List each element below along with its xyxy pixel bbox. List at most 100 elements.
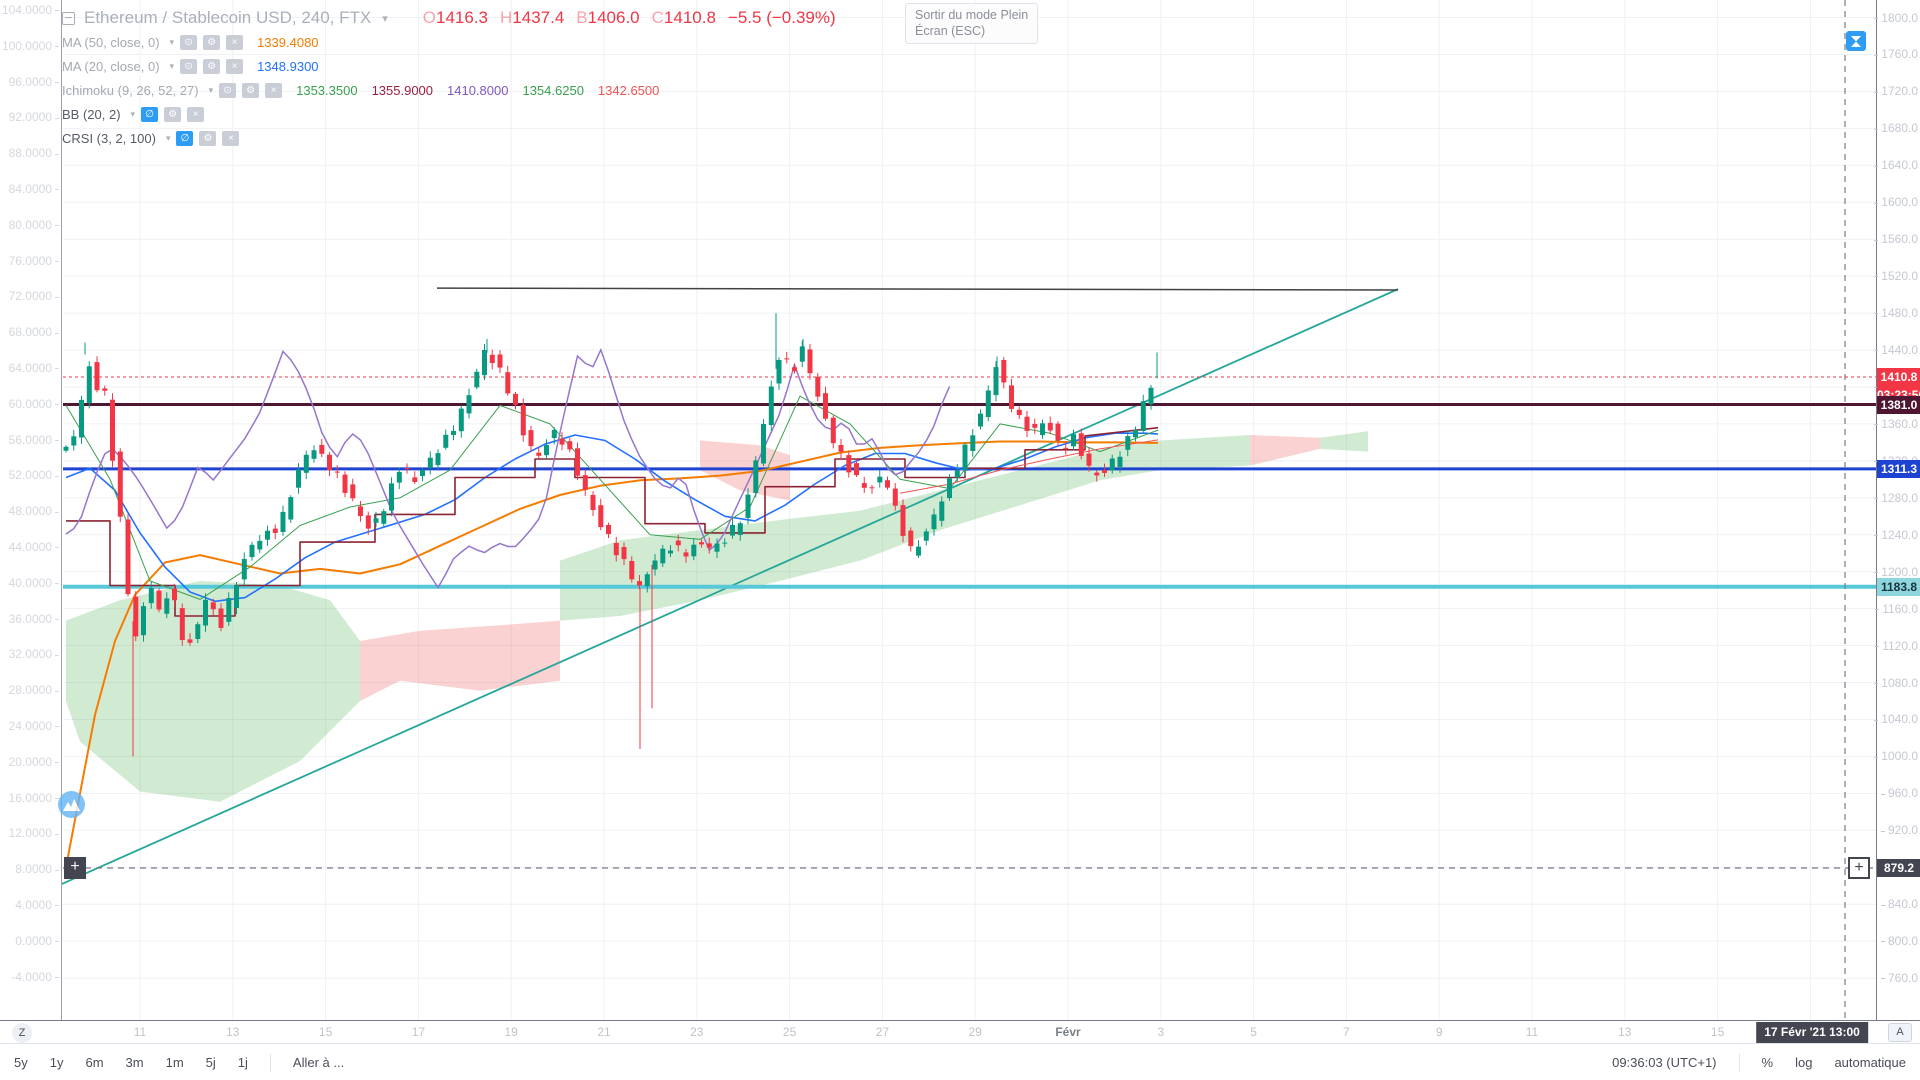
timezone-button[interactable]: Z: [12, 1023, 32, 1043]
log-scale-button[interactable]: log: [1795, 1055, 1813, 1070]
legend-collapse-icon[interactable]: [62, 11, 75, 25]
crosshair-add-alert-right-button[interactable]: +: [1848, 856, 1870, 879]
close-icon[interactable]: ×: [222, 130, 240, 146]
indicator-row[interactable]: MA (20, close, 0) ▾ ⊙ ⚙ × 1348.9300: [62, 54, 836, 78]
eye-icon[interactable]: ⊙: [180, 34, 198, 50]
candlestick-series: [63, 313, 1158, 757]
time-axis-label: 15: [318, 1025, 333, 1039]
ma50-line: [65, 440, 1159, 868]
percent-tick-label: 16.0000: [9, 791, 59, 805]
close-value: 1410.8: [663, 8, 716, 27]
chart-area[interactable]: [0, 0, 1876, 1020]
senkou-line: [899, 439, 1159, 494]
close-icon[interactable]: ×: [265, 82, 283, 98]
indicator-value: 1354.6250: [522, 82, 584, 98]
time-axis-label: 9: [1435, 1025, 1443, 1039]
crosshair-add-alert-left-button[interactable]: +: [64, 856, 86, 879]
close-icon[interactable]: ×: [226, 58, 244, 74]
close-icon[interactable]: ×: [226, 34, 244, 50]
indicator-row[interactable]: Ichimoku (9, 26, 52, 27) ▾ ⊙ ⚙ × 1353.3500 135…: [62, 78, 836, 102]
chevron-down-icon[interactable]: ▾: [169, 36, 175, 47]
percent-tick-label: 72.0000: [9, 289, 59, 303]
percent-tick-label: 64.0000: [9, 361, 59, 375]
goto-date-button[interactable]: Aller à ...: [292, 1055, 345, 1070]
range-6m-button[interactable]: 6m: [85, 1055, 104, 1070]
percent-scale-button[interactable]: %: [1761, 1055, 1774, 1070]
chevron-down-icon[interactable]: ▾: [382, 12, 388, 25]
indicator-value: 1342.6500: [597, 82, 660, 98]
range-1m-button[interactable]: 1m: [165, 1055, 184, 1070]
chevron-down-icon[interactable]: ▾: [165, 132, 171, 143]
range-5y-button[interactable]: 5y: [14, 1055, 28, 1070]
right-price-axis[interactable]: 1800.0 1760.0 1720.0 1680.0 1640.0 1600.0 1560…: [1874, 0, 1920, 1020]
percent-tick-label: 20.0000: [9, 755, 59, 769]
gear-icon[interactable]: ⚙: [203, 34, 221, 50]
symbol-row[interactable]: Ethereum / Stablecoin USD, 240, FTX ▾ O1…: [62, 6, 836, 30]
ichimoku-cloud-polygon: [700, 440, 790, 501]
ichimoku-cloud-polygon: [1250, 435, 1320, 466]
auto-scale-button[interactable]: automatique: [1834, 1055, 1906, 1070]
crosshair-price-label: 879.2: [1877, 858, 1920, 877]
indicator-values: 1348.9300: [257, 59, 318, 74]
time-axis-label: 15: [1710, 1025, 1725, 1039]
mountain-logo-icon: [58, 791, 85, 818]
price-tick-label: 1240.0: [1874, 528, 1918, 542]
gear-icon[interactable]: ⚙: [164, 106, 182, 122]
indicator-row[interactable]: BB (20, 2) ▾ ∅ ⚙ ×: [62, 102, 836, 126]
ichimoku-cloud: [66, 431, 1368, 802]
price-tick-label: 1520.0: [1874, 269, 1918, 283]
time-axis-label: 11: [1525, 1025, 1539, 1039]
symbol-title[interactable]: Ethereum / Stablecoin USD, 240, FTX: [84, 8, 372, 27]
chart-canvas[interactable]: [0, 0, 1876, 1020]
crosshair-time-label: 17 Févr '21 13:00: [1756, 1022, 1868, 1043]
close-icon[interactable]: ×: [187, 106, 205, 122]
level-price-label: 1311.3: [1877, 459, 1920, 478]
percent-tick-label: 84.0000: [9, 182, 59, 196]
percent-tick-label: 28.0000: [9, 683, 59, 697]
axis-settings-button[interactable]: A: [1888, 1023, 1912, 1042]
chevron-down-icon[interactable]: ▾: [130, 108, 136, 119]
price-tick-label: 1200.0: [1874, 565, 1918, 579]
percent-tick-label: 92.0000: [9, 110, 59, 124]
gear-icon[interactable]: ⚙: [199, 130, 217, 146]
price-tick-label: 1600.0: [1874, 195, 1918, 209]
eye-off-icon[interactable]: ∅: [176, 130, 194, 146]
time-axis-label: 25: [782, 1025, 797, 1039]
percent-tick-label: 48.0000: [9, 504, 59, 518]
chevron-down-icon[interactable]: ▾: [208, 84, 214, 95]
range-5d-button[interactable]: 5j: [205, 1055, 216, 1070]
percent-tick-label: 76.0000: [9, 254, 59, 268]
gear-icon[interactable]: ⚙: [203, 58, 221, 74]
eye-icon[interactable]: ⊙: [180, 58, 198, 74]
eye-icon[interactable]: ⊙: [219, 82, 237, 98]
toolbar-divider: [269, 1053, 271, 1072]
indicator-row[interactable]: CRSI (3, 2, 100) ▾ ∅ ⚙ ×: [62, 126, 836, 150]
indicator-value: 1339.4080: [257, 34, 319, 50]
time-axis[interactable]: Z A 17 Févr '21 13:00 11 13 15 17 19 21 23 25 27…: [0, 1020, 1920, 1044]
indicator-value: 1353.3500: [296, 82, 358, 98]
percent-tick-label: 12.0000: [9, 826, 59, 840]
price-tick-label: 800.0: [1880, 934, 1918, 948]
hourglass-icon[interactable]: [1846, 31, 1866, 51]
time-axis-label: 19: [504, 1025, 518, 1039]
grid: [63, 0, 1876, 1020]
price-tick-label: 760.0: [1880, 971, 1918, 985]
price-tick-label: 1680.0: [1874, 121, 1918, 135]
left-percent-axis[interactable]: 104.0000 100.0000 96.0000 92.0000 88.0000 84.…: [0, 0, 62, 1020]
time-axis-label: 5: [1250, 1025, 1257, 1039]
indicator-row[interactable]: MA (50, close, 0) ▾ ⊙ ⚙ × 1339.4080: [62, 30, 836, 54]
chevron-down-icon[interactable]: ▾: [169, 60, 175, 71]
time-axis-label: 7: [1343, 1025, 1350, 1039]
percent-tick-label: 80.0000: [9, 218, 59, 232]
range-1y-button[interactable]: 1y: [49, 1055, 64, 1070]
range-1d-button[interactable]: 1j: [237, 1055, 248, 1070]
resistance-line[interactable]: [436, 287, 1399, 291]
high-value: 1437.4: [512, 8, 565, 27]
range-3m-button[interactable]: 3m: [125, 1055, 144, 1070]
percent-tick-label: 104.0000: [2, 3, 59, 17]
exit-fullscreen-tooltip: Sortir du mode Plein Écran (ESC): [905, 3, 1039, 45]
gear-icon[interactable]: ⚙: [242, 82, 260, 98]
clock-label[interactable]: 09:36:03 (UTC+1): [1612, 1055, 1717, 1070]
eye-off-icon[interactable]: ∅: [141, 106, 159, 122]
